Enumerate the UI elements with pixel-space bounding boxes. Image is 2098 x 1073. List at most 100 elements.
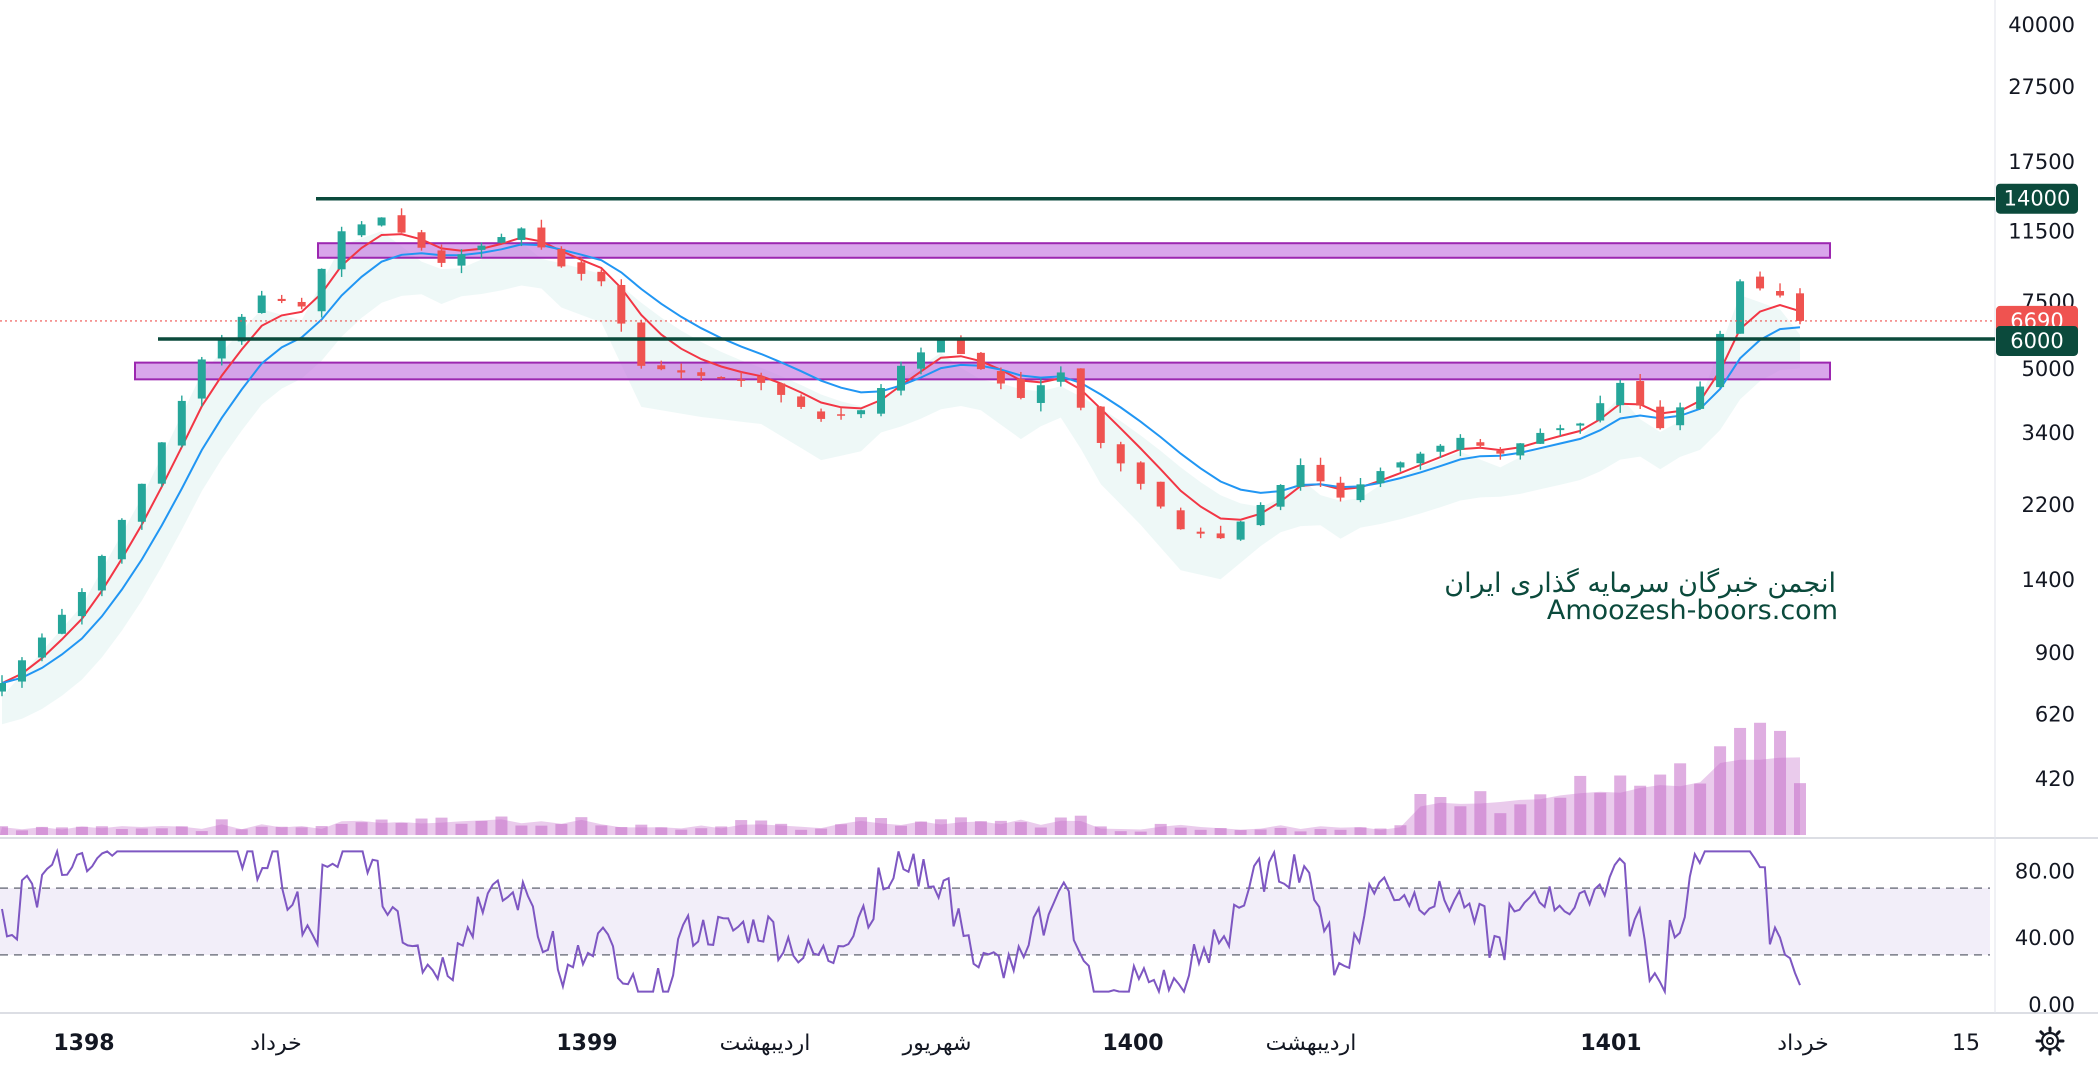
candle-body [1256, 504, 1265, 526]
candle-body [557, 248, 566, 267]
candle-body [1416, 453, 1425, 464]
volume-bar [275, 826, 288, 835]
candle-body [217, 338, 226, 359]
candle-body [37, 637, 46, 658]
candle-body [1456, 437, 1465, 450]
volume-bar [1354, 827, 1367, 835]
rsi-tick-label: 0.00 [2028, 993, 2075, 1017]
volume-bar [1254, 829, 1267, 835]
candle-body [717, 377, 726, 379]
cloud-band-area [2, 231, 1800, 725]
volume-bar [1694, 783, 1707, 835]
volume-bar [355, 822, 368, 835]
candle-body [1756, 276, 1765, 289]
price-tick-label: 420 [2035, 767, 2075, 791]
volume-bar [15, 830, 28, 835]
price-pane[interactable] [0, 0, 2098, 1014]
candle-body [1116, 444, 1125, 464]
volume-bar [1394, 825, 1407, 835]
candle-body [477, 245, 486, 250]
watermark-line-2: Amoozesh-boors.com [1547, 595, 1838, 626]
rsi-pane[interactable] [0, 847, 1990, 996]
volume-bar [0, 826, 8, 835]
candle-body [1276, 485, 1285, 507]
volume-bar [75, 826, 88, 835]
candle-body [1336, 482, 1345, 498]
volume-bar [855, 817, 868, 835]
candle-body [517, 228, 526, 240]
volume-bar [175, 826, 188, 835]
volume-bar [1534, 794, 1547, 835]
candle-body [817, 411, 826, 419]
volume-bar [1034, 827, 1047, 835]
candle-body [637, 322, 646, 366]
volume-bar [1054, 817, 1067, 835]
time-label: اردیبهشت [720, 1031, 811, 1056]
candle-body [1736, 281, 1745, 334]
candle-body [1236, 521, 1245, 540]
watermark-line-1: انجمن خبرگان سرمایه گذاری ایران [1444, 567, 1836, 599]
candle-body [1216, 533, 1225, 539]
candle-body [357, 224, 366, 236]
candle-body [857, 410, 866, 415]
candle-body [1656, 406, 1665, 429]
horizontal-levels [0, 196, 1995, 341]
volume-bar [555, 824, 568, 835]
candle-body [437, 250, 446, 263]
candle-body [1096, 406, 1105, 443]
gear-icon[interactable] [2035, 1026, 2065, 1056]
time-label: 1400 [1102, 1031, 1163, 1056]
candle-body [1716, 333, 1725, 388]
volume-bar [1414, 794, 1427, 835]
candle-body [976, 352, 985, 370]
volume-bar [1134, 831, 1147, 835]
volume-bar [1674, 763, 1687, 835]
volume-bar [1474, 791, 1487, 835]
candle-body [337, 231, 346, 270]
volume-bar [1734, 727, 1747, 835]
candle-body [17, 660, 26, 682]
volume-bar [1634, 785, 1647, 835]
volume-bar [795, 829, 808, 835]
volume-bar [635, 824, 648, 835]
zone-1 [317, 242, 1831, 259]
volume-bar [1614, 775, 1627, 835]
volume-bar [1234, 830, 1247, 835]
volume-bar [1494, 813, 1507, 835]
candle-body [1156, 481, 1165, 507]
candle-body [1076, 368, 1085, 408]
candle-body [757, 376, 766, 383]
candle-body [237, 316, 246, 342]
volume-bar [695, 828, 708, 835]
time-axis[interactable]: 1398 خرداد 1399 اردیبهشت شهریور 1400 اردیبهشت 1… [53, 1031, 1980, 1056]
volume-bar [255, 826, 268, 835]
candle-body [837, 414, 846, 416]
candle-body [177, 400, 186, 446]
candle-body [537, 227, 546, 248]
candle-body [417, 232, 426, 248]
volume-bar [655, 827, 668, 835]
volume-bar [515, 825, 528, 835]
candle-body [956, 339, 965, 355]
price-tick-label: 3400 [2022, 421, 2075, 445]
volume-bar [1274, 827, 1287, 835]
volume-bar [775, 823, 788, 835]
candle-body [157, 442, 166, 484]
price-tick-label: 2200 [2022, 493, 2075, 517]
volume-bar [1074, 815, 1087, 835]
candle-body [277, 298, 286, 302]
volume-bar [1294, 831, 1307, 835]
candle-body [1796, 293, 1804, 321]
volume-bar [994, 820, 1007, 835]
price-badge-label: 14000 [2004, 187, 2071, 211]
candle-body [397, 215, 406, 233]
candle-body [1496, 450, 1505, 454]
volume-bar [1454, 806, 1467, 835]
volume-bar [615, 827, 628, 835]
candle-body [1576, 423, 1585, 426]
candle-body [1136, 462, 1145, 484]
candle-body [1396, 462, 1405, 468]
volume-bar [215, 819, 228, 835]
